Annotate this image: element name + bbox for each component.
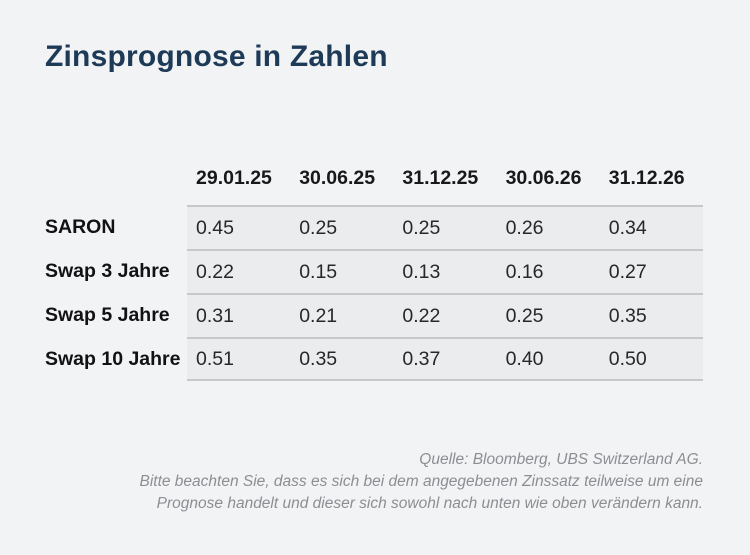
table-body: SARON 0.45 0.25 0.25 0.26 0.34 Swap 3 Jahre …: [45, 205, 703, 381]
table-cell: 0.40: [505, 347, 544, 370]
row-values-band: 0.22 0.15 0.13 0.16 0.27: [187, 249, 703, 293]
row-label: Swap 5 Jahre: [45, 303, 170, 326]
row-values-band: 0.31 0.21 0.22 0.25 0.35: [187, 293, 703, 337]
table-cell: 0.50: [608, 347, 647, 370]
disclaimer-line-1: Bitte beachten Sie, dass es sich bei dem…: [139, 473, 703, 490]
row-label: Swap 3 Jahre: [45, 259, 170, 282]
table-cell: 0.34: [608, 216, 647, 239]
page-title: Zinsprognose in Zahlen: [45, 40, 388, 73]
column-header: 31.12.25: [402, 167, 479, 189]
source-footnote: Quelle: Bloomberg, UBS Switzerland AG. B…: [139, 449, 703, 515]
row-values-band: 0.45 0.25 0.25 0.26 0.34: [187, 205, 703, 249]
row-label: Swap 10 Jahre: [45, 347, 181, 370]
table-cell: 0.25: [299, 216, 338, 239]
table-cell: 0.51: [196, 347, 234, 370]
disclaimer-line-2: Prognose handelt und dieser sich sowohl …: [156, 495, 703, 512]
table-cell: 0.21: [299, 304, 338, 327]
table-row: SARON 0.45 0.25 0.25 0.26 0.34: [45, 205, 703, 249]
table-cell: 0.26: [505, 216, 544, 239]
column-header: 29.01.25: [196, 167, 272, 189]
table-cell: 0.22: [402, 304, 441, 327]
table-cell: 0.35: [299, 347, 338, 370]
table-cell: 0.45: [196, 216, 234, 239]
table-row: Swap 5 Jahre 0.31 0.21 0.22 0.25 0.35: [45, 293, 703, 337]
source-line: Quelle: Bloomberg, UBS Switzerland AG.: [419, 451, 703, 468]
table-cell: 0.22: [196, 260, 234, 283]
table-row: Swap 10 Jahre 0.51 0.35 0.37 0.40 0.50: [45, 337, 703, 381]
row-label: SARON: [45, 215, 116, 238]
table-cell: 0.16: [505, 260, 544, 283]
table-cell: 0.13: [402, 260, 441, 283]
table-header-row: 29.01.25 30.06.25 31.12.25 30.06.26 31.12.26: [45, 164, 703, 192]
table-cell: 0.15: [299, 260, 338, 283]
rates-table: 29.01.25 30.06.25 31.12.25 30.06.26 31.12.26…: [45, 164, 703, 381]
column-header: 31.12.26: [608, 167, 685, 189]
column-header: 30.06.26: [505, 167, 582, 189]
table-cell: 0.35: [608, 304, 647, 327]
table-cell: 0.25: [505, 304, 544, 327]
row-values-band: 0.51 0.35 0.37 0.40 0.50: [187, 337, 703, 381]
column-header: 30.06.25: [299, 167, 376, 189]
table-cell: 0.31: [196, 304, 234, 327]
table-cell: 0.37: [402, 347, 441, 370]
table-cell: 0.25: [402, 216, 441, 239]
table-cell: 0.27: [608, 260, 647, 283]
table-row: Swap 3 Jahre 0.22 0.15 0.13 0.16 0.27: [45, 249, 703, 293]
